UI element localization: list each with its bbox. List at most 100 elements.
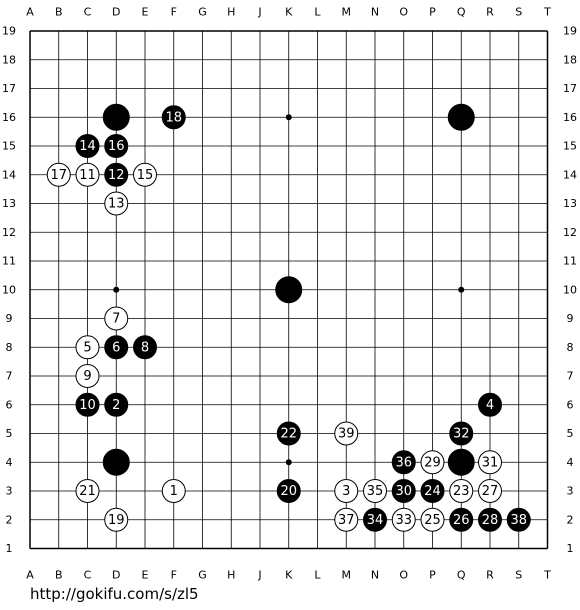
column-label: T xyxy=(543,6,551,19)
black-stone xyxy=(478,507,502,532)
row-label: 7 xyxy=(6,370,13,383)
row-label: 19 xyxy=(563,25,577,38)
move-number: 19 xyxy=(108,513,125,528)
move-number: 30 xyxy=(395,484,412,499)
row-label: 16 xyxy=(2,111,16,124)
black-stone xyxy=(275,276,303,304)
move-number: 7 xyxy=(112,312,120,327)
column-label: A xyxy=(26,569,34,582)
white-stone xyxy=(478,479,502,503)
move-number: 24 xyxy=(424,484,441,499)
row-label: 3 xyxy=(567,485,574,498)
black-stone xyxy=(276,479,301,503)
column-label: F xyxy=(171,6,177,19)
move-number: 32 xyxy=(453,427,470,442)
white-stone xyxy=(161,479,186,503)
column-label: S xyxy=(515,569,522,582)
row-label: 9 xyxy=(6,312,13,325)
black-stone xyxy=(104,392,129,417)
black-stone xyxy=(276,421,301,446)
move-number: 16 xyxy=(108,139,125,154)
white-stone xyxy=(334,507,359,532)
star-point xyxy=(285,459,292,466)
column-label: R xyxy=(486,569,494,582)
column-label: L xyxy=(314,569,321,582)
move-number: 4 xyxy=(486,398,494,413)
column-label: T xyxy=(543,569,551,582)
row-label: 8 xyxy=(567,341,574,354)
white-stone xyxy=(104,507,129,532)
move-number: 31 xyxy=(482,455,499,470)
move-number: 25 xyxy=(424,513,441,528)
row-label: 13 xyxy=(2,197,16,210)
column-label: O xyxy=(399,569,408,582)
column-label: E xyxy=(142,6,149,19)
row-label: 2 xyxy=(6,513,13,526)
column-label: H xyxy=(227,6,235,19)
move-number: 34 xyxy=(367,513,384,528)
row-label: 15 xyxy=(563,140,577,153)
row-label: 11 xyxy=(2,255,16,268)
black-stone xyxy=(363,507,387,532)
move-number: 20 xyxy=(280,484,297,499)
move-number: 36 xyxy=(395,455,412,470)
column-label: B xyxy=(55,569,63,582)
row-label: 16 xyxy=(563,111,577,124)
white-stone xyxy=(478,450,502,475)
white-stone xyxy=(75,335,100,360)
move-number: 10 xyxy=(79,398,96,413)
black-stone xyxy=(104,335,129,360)
white-stone xyxy=(75,479,100,503)
white-stone xyxy=(46,162,71,187)
row-label: 14 xyxy=(2,168,16,181)
footer-url: http://gokifu.com/s/zl5 xyxy=(30,585,199,603)
move-number: 2 xyxy=(112,398,120,413)
row-label: 1 xyxy=(567,542,574,555)
column-label: D xyxy=(112,6,120,19)
move-number: 5 xyxy=(83,340,91,355)
move-number: 23 xyxy=(453,484,470,499)
black-stone xyxy=(420,479,445,503)
row-label: 10 xyxy=(563,283,577,296)
row-label: 17 xyxy=(2,82,16,95)
move-number: 14 xyxy=(79,139,96,154)
row-label: 14 xyxy=(563,168,577,181)
row-label: 5 xyxy=(6,427,13,440)
column-label: N xyxy=(371,569,379,582)
black-stone xyxy=(102,103,130,131)
move-number: 11 xyxy=(79,168,96,183)
column-label: G xyxy=(198,569,207,582)
black-stone xyxy=(133,335,157,360)
column-label: B xyxy=(55,6,63,19)
black-stone xyxy=(447,103,475,131)
row-label: 8 xyxy=(6,341,13,354)
row-label: 9 xyxy=(567,312,574,325)
move-number: 38 xyxy=(510,513,527,528)
column-label: C xyxy=(84,6,92,19)
column-label: M xyxy=(342,569,352,582)
row-label: 17 xyxy=(563,82,577,95)
move-number: 1 xyxy=(170,484,178,499)
move-number: 6 xyxy=(112,340,120,355)
move-number: 37 xyxy=(338,513,355,528)
white-stone xyxy=(420,507,445,532)
row-label: 6 xyxy=(6,398,13,411)
move-number: 17 xyxy=(50,168,67,183)
white-stone xyxy=(334,479,359,503)
white-stone xyxy=(75,162,100,187)
column-label: K xyxy=(285,6,293,19)
column-label: N xyxy=(371,6,379,19)
column-label: P xyxy=(429,6,436,19)
column-label: J xyxy=(257,6,261,19)
black-stone xyxy=(449,421,474,446)
black-stone xyxy=(506,507,531,532)
move-number: 22 xyxy=(280,427,297,442)
column-label: A xyxy=(26,6,34,19)
move-number: 13 xyxy=(108,197,125,212)
move-number: 26 xyxy=(453,513,470,528)
black-stone xyxy=(478,392,502,417)
white-stone xyxy=(449,479,474,503)
star-point xyxy=(285,114,292,121)
move-number: 18 xyxy=(165,110,182,125)
